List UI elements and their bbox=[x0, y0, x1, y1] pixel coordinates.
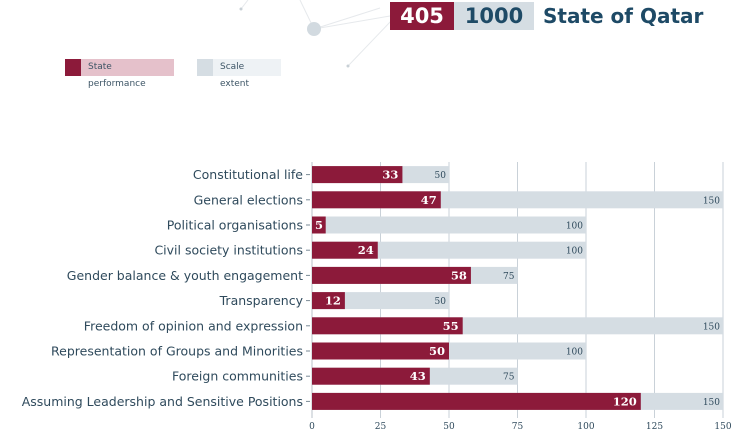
scale-label: 150 bbox=[703, 398, 720, 408]
x-tick-label: 0 bbox=[309, 422, 315, 430]
bar-state-performance bbox=[312, 292, 345, 310]
scale-label: 150 bbox=[703, 196, 720, 206]
category-label: Gender balance & youth engagement bbox=[67, 268, 303, 283]
category-label: Political organisations bbox=[167, 218, 303, 233]
legend-item-state-performance: State performance bbox=[65, 59, 174, 89]
category-label: Assuming Leadership and Sensitive Positi… bbox=[22, 394, 303, 409]
bar-state-performance bbox=[312, 241, 378, 259]
value-label: 47 bbox=[421, 193, 437, 207]
x-tick-label: 125 bbox=[646, 422, 663, 430]
country-title: State of Qatar bbox=[543, 4, 704, 28]
bar-state-performance bbox=[312, 166, 403, 184]
bar-state-performance bbox=[312, 367, 430, 385]
scale-label: 150 bbox=[703, 322, 720, 332]
x-tick-label: 50 bbox=[443, 422, 455, 430]
value-label: 24 bbox=[358, 243, 374, 257]
category-label: Freedom of opinion and expression bbox=[84, 318, 303, 333]
value-label: 55 bbox=[443, 319, 459, 333]
bar-state-performance bbox=[312, 342, 449, 360]
legend-swatch-performance bbox=[65, 59, 81, 76]
category-label: Civil society institutions bbox=[154, 243, 303, 258]
bar-scale-extent bbox=[312, 216, 586, 234]
score-total: 1000 bbox=[454, 2, 534, 30]
value-label: 43 bbox=[410, 369, 426, 383]
legend-swatch-scale bbox=[197, 59, 213, 76]
x-tick-label: 100 bbox=[577, 422, 594, 430]
scale-label: 50 bbox=[435, 297, 447, 307]
scale-label: 100 bbox=[566, 348, 583, 358]
bar-state-performance bbox=[312, 392, 641, 410]
x-tick-label: 150 bbox=[714, 422, 731, 430]
legend-label: Scale extent bbox=[213, 59, 281, 89]
value-label: 58 bbox=[451, 268, 467, 282]
category-label: Foreign communities bbox=[172, 369, 303, 384]
value-label: 33 bbox=[382, 168, 398, 182]
bar-state-performance bbox=[312, 266, 471, 284]
category-label: Transparency bbox=[219, 293, 304, 308]
score-value: 405 bbox=[390, 2, 454, 30]
x-tick-label: 75 bbox=[512, 422, 524, 430]
category-label: Constitutional life bbox=[193, 167, 303, 182]
category-label: General elections bbox=[194, 192, 303, 207]
bar-state-performance bbox=[312, 317, 463, 335]
legend-label: State performance bbox=[81, 59, 174, 89]
scale-label: 75 bbox=[503, 373, 515, 383]
value-label: 5 bbox=[315, 218, 323, 232]
scale-label: 100 bbox=[566, 247, 583, 257]
bar-state-performance bbox=[312, 216, 326, 234]
scale-label: 100 bbox=[566, 222, 583, 232]
x-tick-label: 25 bbox=[375, 422, 387, 430]
bar-state-performance bbox=[312, 191, 441, 209]
category-label: Representation of Groups and Minorities bbox=[51, 344, 303, 359]
scale-label: 50 bbox=[435, 171, 447, 181]
legend-item-scale-extent: Scale extent bbox=[197, 59, 281, 89]
bar-scale-extent bbox=[312, 241, 586, 259]
value-label: 50 bbox=[429, 344, 445, 358]
value-label: 120 bbox=[613, 394, 637, 408]
scale-label: 75 bbox=[503, 272, 515, 282]
value-label: 12 bbox=[325, 294, 341, 308]
bar-scale-extent bbox=[312, 292, 449, 310]
